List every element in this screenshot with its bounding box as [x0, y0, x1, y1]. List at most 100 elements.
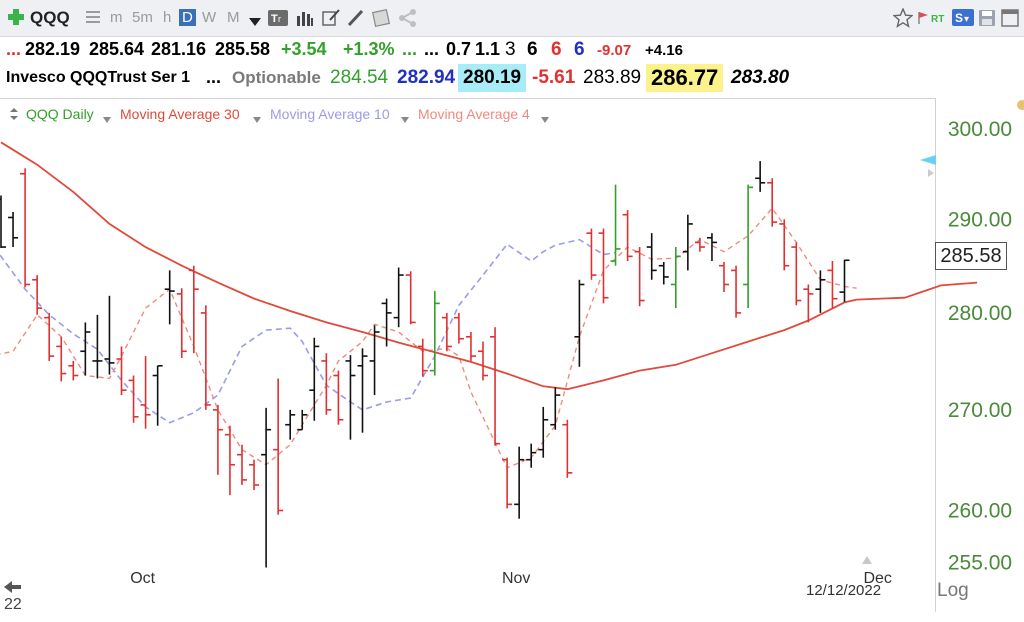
y-tick-label: 270.00	[948, 399, 1012, 422]
ohlc-bar	[719, 261, 729, 293]
quote-v1: -9.07	[597, 42, 632, 59]
quote-n1: 3	[505, 39, 516, 60]
ohlc-bar	[237, 444, 247, 485]
ohlc-bar	[200, 305, 211, 410]
quote-m1: 0.7	[446, 39, 472, 59]
chart-legend: QQQ Daily Moving Average 30 Moving Avera…	[0, 98, 935, 127]
ohlc-bar	[68, 360, 79, 381]
quote-p5: 283.89	[583, 67, 642, 88]
edit-icon[interactable]	[322, 9, 340, 31]
quote-low: 281.16	[151, 39, 207, 59]
legend-ma30[interactable]: Moving Average 30	[120, 106, 240, 122]
quote-change-pct: +1.3%	[343, 39, 395, 59]
scroll-up-icon[interactable]	[862, 551, 872, 569]
ohlc-bar	[731, 265, 742, 318]
ohlc-bar	[574, 279, 585, 367]
share-icon[interactable]	[398, 9, 418, 31]
quote-p7: 283.80	[731, 67, 790, 88]
ohlc-bar	[152, 364, 163, 426]
quote-open: 282.19	[25, 39, 81, 59]
period-h[interactable]: h	[163, 9, 172, 26]
corner-year-label: 22	[4, 596, 22, 613]
quote-m2: 1.1	[475, 39, 501, 59]
star-icon[interactable]	[892, 7, 914, 32]
legend-ma4[interactable]: Moving Average 4	[418, 106, 530, 122]
ma30-line	[0, 141, 978, 391]
symbol-input[interactable]: QQQ	[30, 8, 70, 27]
window-icon[interactable]	[1001, 9, 1019, 31]
quote-n2: 6	[527, 39, 538, 60]
ohlc-bar	[188, 265, 199, 354]
ohlc-bar	[755, 161, 766, 192]
ohlc-bar	[369, 325, 380, 396]
quote-p1: 284.54	[330, 67, 389, 88]
legend-ma30-dropdown-icon[interactable]	[253, 110, 261, 126]
legend-ma4-dropdown-icon[interactable]	[541, 110, 549, 126]
save-icon[interactable]	[978, 9, 996, 31]
ohlc-bar	[80, 322, 91, 376]
y-tick-label: 300.00	[948, 118, 1012, 141]
legend-dropdown-icon[interactable]	[103, 110, 111, 126]
svg-text:r: r	[278, 14, 281, 24]
grid-icon[interactable]	[86, 10, 100, 28]
quote-change: +3.54	[281, 39, 327, 59]
ohlc-bar	[104, 295, 115, 375]
svg-text:S: S	[955, 11, 963, 25]
ohlc-bar	[441, 312, 452, 352]
s-badge-icon[interactable]: S ▾	[952, 9, 974, 30]
ohlc-bar	[321, 353, 332, 415]
ohlc-bar	[538, 406, 549, 458]
ohlc-bar	[44, 312, 55, 361]
ohlc-bar	[514, 446, 525, 519]
period-m[interactable]: m	[110, 9, 123, 26]
legend-qqq-daily[interactable]: QQQ Daily	[26, 106, 94, 122]
add-symbol-icon[interactable]	[6, 7, 26, 31]
quote-p4: -5.61	[532, 67, 576, 88]
quote-p3: 280.19	[458, 64, 527, 92]
pan-left-icon[interactable]	[4, 580, 22, 599]
price-pointer-icon	[920, 155, 936, 182]
ohlc-chart[interactable]: 300.00 290.00 280.00 270.00 260.00 255.00 Oct N…	[0, 98, 1024, 622]
svg-text:▾: ▾	[964, 14, 969, 25]
ohlc-bar	[285, 409, 296, 440]
ohlc-bar	[670, 247, 681, 309]
ohlc-bar	[212, 404, 223, 475]
dropdown-icon[interactable]	[249, 13, 261, 30]
ohlc-bar	[261, 407, 272, 568]
y-tick-label: 290.00	[948, 208, 1012, 231]
ohlc-bar	[333, 370, 344, 425]
legend-ma10-dropdown-icon[interactable]	[401, 110, 409, 126]
ohlc-bar	[562, 419, 573, 478]
flag-rt-icon[interactable]: RT	[917, 11, 947, 29]
period-d[interactable]: D	[179, 9, 196, 26]
ohlc-bar	[309, 337, 320, 421]
period-5m[interactable]: 5m	[132, 9, 153, 26]
quote-n3: 6	[551, 39, 562, 60]
ohlc-bar	[273, 378, 284, 515]
ohlc-bar	[140, 356, 151, 429]
ohlc-bar	[405, 271, 416, 325]
legend-grip-icon[interactable]	[10, 107, 18, 123]
last-date-label: 12/12/2022	[806, 582, 882, 599]
log-scale-toggle[interactable]: Log	[937, 580, 969, 601]
quote-prefix: ...	[6, 39, 22, 59]
legend-ma10[interactable]: Moving Average 10	[270, 106, 390, 122]
quote-p2: 282.94	[397, 67, 456, 88]
ohlc-bar	[164, 270, 175, 325]
period-month[interactable]: M	[227, 9, 240, 26]
pen-icon[interactable]	[347, 9, 365, 31]
bar-chart-icon[interactable]	[296, 10, 314, 30]
ohlc-bar	[815, 270, 826, 313]
ohlc-bar	[767, 178, 778, 227]
scroll-handle-icon[interactable]	[1016, 98, 1024, 117]
quote-close: 285.58	[215, 39, 271, 59]
period-w[interactable]: W	[202, 9, 217, 26]
quote-v2: +4.16	[645, 42, 683, 59]
ohlc-bar	[610, 184, 621, 266]
ohlc-bar	[20, 168, 31, 288]
note-icon[interactable]	[371, 8, 391, 31]
ohlc-bar	[791, 242, 802, 306]
svg-text:T: T	[271, 13, 278, 25]
